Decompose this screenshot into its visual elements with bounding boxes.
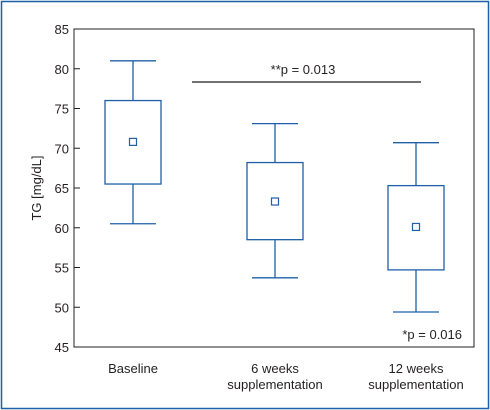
mean-marker: [270, 197, 280, 206]
box-series: [104, 60, 445, 313]
y-tick-label: 50: [55, 300, 69, 315]
y-tick-label: 70: [55, 141, 69, 156]
y-axis-ticks: 45 50 55 60 65 70 75 80 85: [55, 22, 80, 355]
x-category-label-line2: supplementation: [227, 377, 322, 392]
x-category-label-line2: supplementation: [368, 377, 463, 392]
y-tick-label: 65: [55, 181, 69, 196]
y-tick-label: 60: [55, 221, 69, 236]
y-tick-label: 75: [55, 102, 69, 117]
box-group: [104, 60, 162, 225]
mean-marker: [411, 222, 421, 232]
box-group: [387, 142, 445, 313]
box-group: [246, 122, 304, 279]
y-tick-label: 45: [55, 340, 69, 355]
mean-marker: [128, 137, 138, 146]
x-category-label: 12 weeks: [389, 361, 444, 376]
y-axis-label: TG [mg/dL]: [29, 155, 44, 220]
x-category-label: Baseline: [108, 361, 158, 376]
significance-bottom-label: *p = 0.016: [402, 327, 462, 342]
y-tick-label: 80: [55, 62, 69, 77]
x-category-label: 6 weeks: [251, 361, 299, 376]
significance-top-label: **p = 0.013: [271, 62, 336, 77]
y-tick-label: 55: [55, 261, 69, 276]
y-tick-label: 85: [55, 22, 69, 37]
